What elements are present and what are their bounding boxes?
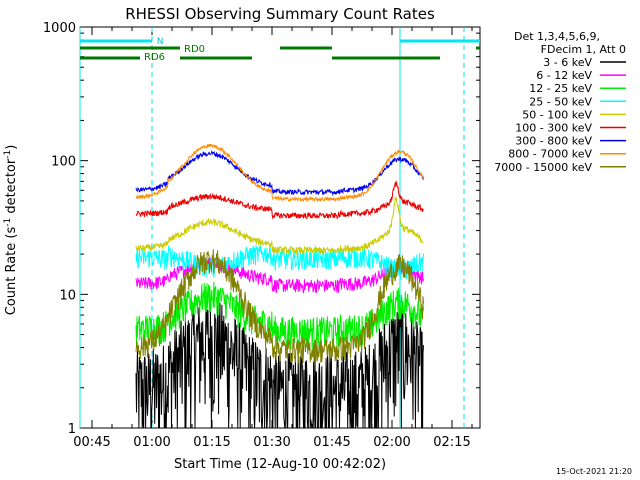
legend-header-line-1: Det 1,3,4,5,6,9,: [514, 30, 600, 43]
chart-title: RHESSI Observing Summary Count Rates: [125, 5, 435, 23]
legend-label: 50 - 100 keV: [522, 108, 592, 121]
legend-label: 800 - 7000 keV: [508, 148, 592, 161]
x-tick-label: 01:00: [133, 435, 170, 450]
x-tick-label: 00:45: [73, 435, 110, 450]
series-line-3: [135, 243, 424, 281]
y-label-sup-1: -1: [3, 218, 13, 227]
x-tick-label: 01:15: [193, 435, 230, 450]
x-axis-label: Start Time (12-Aug-10 00:42:02): [174, 457, 386, 472]
x-tick-label: 02:00: [373, 435, 410, 450]
footer-timestamp: 15-Oct-2021 21:20: [556, 467, 632, 476]
legend-header-line-2: FDecim 1, Att 0: [541, 43, 626, 56]
rd6-state-label: RD6: [144, 52, 165, 63]
legend-label: 3 - 6 keV: [543, 56, 592, 69]
rd0-state-label: RD0: [184, 44, 205, 55]
series-line-7: [135, 143, 424, 203]
x-tick-label: 01:45: [313, 435, 350, 450]
series-line-0: [135, 301, 424, 429]
series-line-4: [135, 196, 424, 256]
legend-label: 12 - 25 keV: [529, 82, 592, 95]
y-label-mid: detector: [4, 158, 19, 218]
y-tick-label: 1: [68, 422, 76, 437]
plot-area: 1 10 100 1000 00:45 01:00 01:15 01:30 01:45 02:00…: [43, 21, 481, 450]
y-tick-label: 1000: [43, 21, 76, 36]
y-tick-label: 10: [59, 288, 76, 303]
legend-label: 7000 - 15000 keV: [494, 161, 592, 174]
legend-label: 25 - 50 keV: [529, 95, 592, 108]
series-line-5: [135, 180, 424, 220]
x-tick-label: 02:15: [433, 435, 470, 450]
series-line-2: [135, 281, 424, 350]
x-tick-label: 01:30: [253, 435, 290, 450]
y-tick-label: 100: [51, 155, 76, 170]
y-label-end: ): [4, 145, 19, 150]
legend-label: 300 - 800 keV: [515, 135, 592, 148]
series-line-8: [135, 249, 424, 364]
legend-label: 6 - 12 keV: [536, 69, 592, 82]
series-line-6: [135, 149, 424, 197]
legend-label: 100 - 300 keV: [515, 122, 592, 135]
n-state-label: N: [157, 37, 164, 47]
y-axis-label: Count Rate (s-1 detector-1): [3, 145, 19, 316]
y-label-main: Count Rate (s: [4, 227, 19, 316]
y-label-sup-2: -1: [3, 150, 13, 159]
